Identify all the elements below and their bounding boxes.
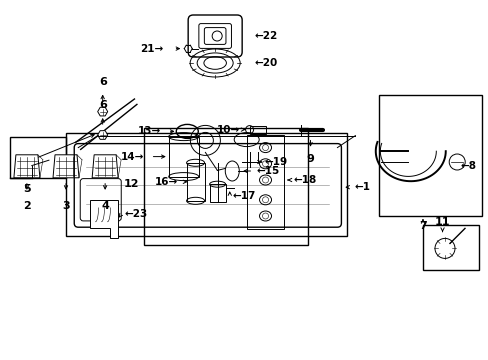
- Text: 9: 9: [306, 154, 314, 163]
- Text: 13→: 13→: [138, 126, 161, 136]
- Polygon shape: [90, 200, 118, 238]
- Bar: [246, 135, 283, 229]
- Bar: [422, 225, 478, 270]
- Bar: [10, 137, 66, 178]
- Text: ←15: ←15: [256, 166, 280, 176]
- Text: 16→: 16→: [155, 177, 178, 187]
- Polygon shape: [92, 155, 118, 178]
- Text: ←1: ←1: [354, 182, 370, 192]
- Bar: [144, 128, 307, 245]
- Text: ←8: ←8: [460, 161, 476, 171]
- Text: 7: 7: [418, 221, 426, 231]
- Text: 12: 12: [123, 179, 139, 189]
- Text: ←18: ←18: [293, 175, 316, 185]
- Bar: [168, 136, 198, 177]
- Text: ←22: ←22: [254, 31, 277, 41]
- Bar: [378, 95, 481, 216]
- Text: ←17: ←17: [232, 191, 255, 201]
- Text: ←23: ←23: [124, 209, 148, 219]
- Text: 3: 3: [62, 201, 70, 211]
- Text: 10→: 10→: [216, 125, 239, 135]
- Polygon shape: [14, 155, 40, 178]
- Bar: [249, 126, 265, 134]
- Text: 5: 5: [23, 184, 31, 194]
- Bar: [186, 163, 204, 201]
- Bar: [209, 184, 225, 202]
- Polygon shape: [98, 107, 107, 116]
- Text: 6: 6: [99, 100, 106, 110]
- Polygon shape: [98, 131, 107, 139]
- Text: 6: 6: [99, 77, 106, 87]
- Text: ←19: ←19: [264, 157, 286, 167]
- Text: 2: 2: [23, 201, 31, 211]
- Text: 4: 4: [101, 201, 109, 211]
- Text: 14→: 14→: [121, 152, 144, 162]
- Polygon shape: [53, 155, 79, 178]
- Text: 21→: 21→: [140, 44, 163, 54]
- Text: 11: 11: [434, 217, 449, 227]
- Bar: [66, 133, 346, 236]
- Text: ←20: ←20: [254, 58, 277, 68]
